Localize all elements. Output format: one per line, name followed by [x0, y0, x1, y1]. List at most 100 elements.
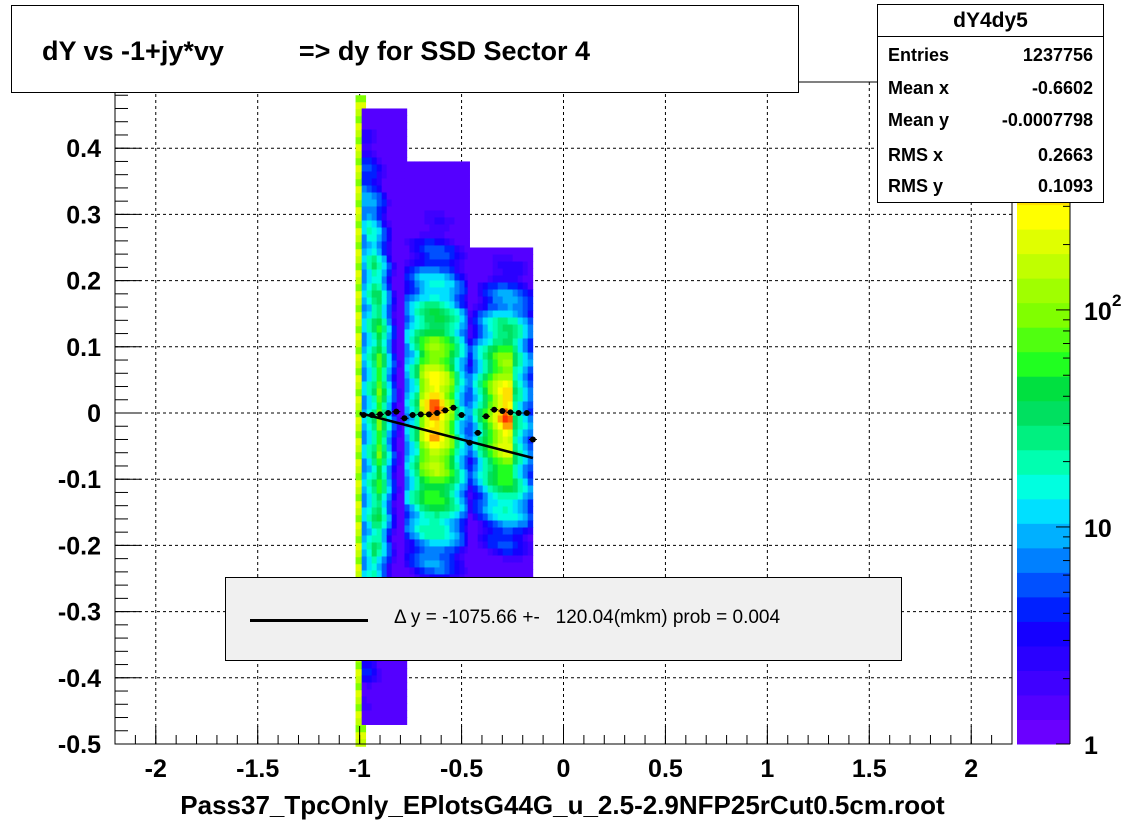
heatmap-bin — [360, 725, 367, 733]
heatmap-bin — [449, 182, 455, 190]
heatmap-bin — [396, 115, 403, 123]
heatmap-bin — [371, 108, 378, 116]
heatmap-bin — [459, 518, 465, 526]
heatmap-bin — [517, 254, 524, 262]
heatmap-bin — [361, 668, 368, 676]
heatmap-bin — [396, 269, 403, 277]
heatmap-bin — [424, 175, 430, 183]
heatmap-bin — [467, 408, 474, 416]
heatmap-bin — [444, 238, 450, 246]
heatmap-bin — [381, 115, 388, 123]
heatmap-bin — [487, 541, 494, 549]
heatmap-bin — [361, 129, 368, 137]
heatmap-bin — [355, 683, 362, 691]
heatmap-bin — [414, 392, 420, 400]
heatmap-bin — [409, 371, 415, 379]
heatmap-bin — [381, 395, 388, 403]
heatmap-bin — [454, 259, 460, 267]
heatmap-bin — [376, 157, 383, 165]
heatmap-bin — [355, 130, 362, 138]
heatmap-bin — [517, 359, 524, 367]
heatmap-bin — [482, 289, 489, 297]
heatmap-bin — [434, 287, 440, 295]
heatmap-bin — [414, 168, 420, 176]
heatmap-bin — [429, 511, 435, 519]
heatmap-bin — [371, 535, 378, 543]
heatmap-bin — [477, 436, 484, 444]
heatmap-bin — [371, 689, 378, 697]
heatmap-bin — [429, 434, 435, 442]
heatmap-bin — [444, 448, 450, 456]
stats-value: -0.6602 — [1031, 78, 1093, 98]
heatmap-bin — [449, 413, 455, 421]
heatmap-bin — [522, 562, 529, 570]
heatmap-bin — [404, 322, 410, 330]
heatmap-bin — [527, 345, 534, 353]
heatmap-bin — [439, 525, 445, 533]
heatmap-bin — [492, 562, 499, 570]
heatmap-bin — [522, 485, 529, 493]
heatmap-bin — [477, 394, 484, 402]
heatmap-bin — [409, 336, 415, 344]
heatmap-bin — [522, 401, 529, 409]
heatmap-bin — [376, 353, 383, 361]
heatmap-bin — [487, 324, 494, 332]
heatmap-bin — [464, 287, 470, 295]
heatmap-bin — [386, 283, 393, 291]
heatmap-bin — [429, 357, 435, 365]
heatmap-bin — [522, 520, 529, 528]
heatmap-bin — [487, 562, 494, 570]
heatmap-bin — [492, 331, 499, 339]
heatmap-bin — [512, 247, 519, 255]
heatmap-bin — [396, 570, 403, 578]
heatmap-bin — [449, 329, 455, 337]
heatmap-bin — [386, 360, 393, 368]
heatmap-bin — [512, 275, 519, 283]
heatmap-bin — [482, 415, 489, 423]
heatmap-bin — [444, 518, 450, 526]
heatmap-bin — [414, 413, 420, 421]
heatmap-bin — [477, 310, 484, 318]
heatmap-bin — [361, 234, 368, 242]
heatmap-bin — [361, 367, 368, 375]
heatmap-bin — [386, 171, 393, 179]
heatmap-bin — [409, 350, 415, 358]
heatmap-bin — [376, 255, 383, 263]
heatmap-bin — [434, 273, 440, 281]
heatmap-bin — [449, 343, 455, 351]
heatmap-bin — [444, 378, 450, 386]
heatmap-bin — [371, 325, 378, 333]
heatmap-bin — [396, 339, 403, 347]
heatmap-bin — [355, 116, 362, 124]
heatmap-bin — [444, 329, 450, 337]
heatmap-bin — [429, 462, 435, 470]
heatmap-bin — [467, 429, 474, 437]
heatmap-bin — [386, 115, 393, 123]
heatmap-bin — [492, 464, 499, 472]
heatmap-bin — [492, 338, 499, 346]
heatmap-bin — [507, 401, 514, 409]
heatmap-bin — [396, 255, 403, 263]
heatmap-bin — [414, 455, 420, 463]
heatmap-bin — [439, 182, 445, 190]
heatmap-bin — [512, 436, 519, 444]
heatmap-bin — [477, 401, 484, 409]
heatmap-bin — [401, 150, 408, 158]
heatmap-bin — [429, 280, 435, 288]
heatmap-bin — [371, 136, 378, 144]
heatmap-bin — [371, 227, 378, 235]
heatmap-bin — [512, 506, 519, 514]
heatmap-bin — [517, 485, 524, 493]
heatmap-bin — [454, 406, 460, 414]
heatmap-bin — [497, 464, 504, 472]
heatmap-bin — [502, 429, 509, 437]
heatmap-bin — [414, 308, 420, 316]
heatmap-bin — [512, 254, 519, 262]
heatmap-bin — [366, 696, 373, 704]
heatmap-bin — [464, 462, 470, 470]
heatmap-bin — [429, 224, 435, 232]
heatmap-bin — [459, 434, 465, 442]
heatmap-bin — [497, 499, 504, 507]
heatmap-bin — [391, 143, 398, 151]
heatmap-bin — [355, 725, 362, 733]
